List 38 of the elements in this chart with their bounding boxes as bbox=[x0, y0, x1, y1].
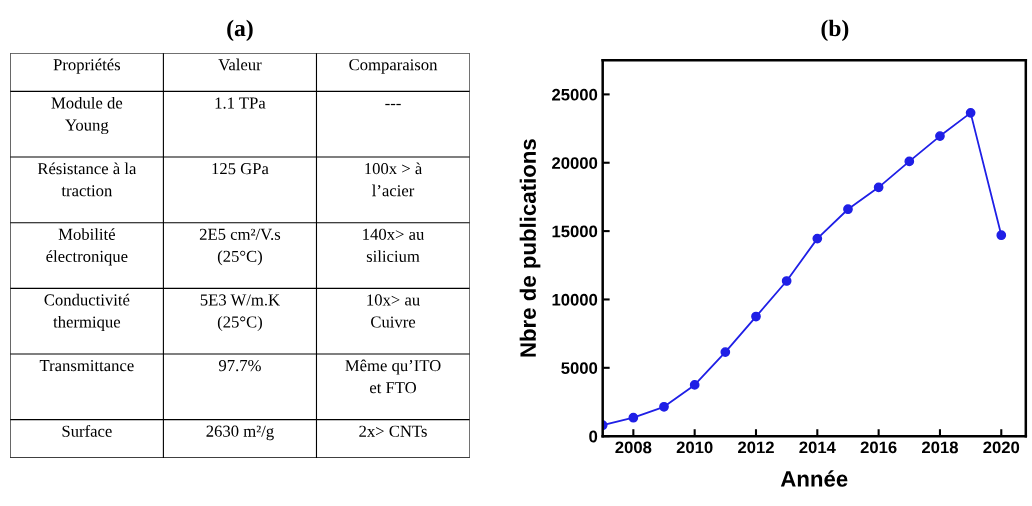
text: 140x> au silicium bbox=[363, 228, 425, 262]
text: 2E5 cm²/V.s (25°C) bbox=[199, 228, 281, 266]
x-tick-label: 2014 bbox=[799, 441, 836, 454]
text: (a) bbox=[227, 19, 253, 42]
category-label: Propriétés bbox=[53, 58, 121, 74]
y-tick-label: 0 bbox=[589, 430, 598, 443]
y-tick-label: 15000 bbox=[552, 225, 598, 238]
y-tick-label: 10000 bbox=[552, 293, 598, 306]
text: Module de Young bbox=[51, 96, 123, 135]
y-axis-title: Nbre de publications bbox=[519, 139, 541, 357]
text: 97.7% bbox=[218, 359, 261, 372]
text: 2630 m²/g bbox=[206, 425, 274, 441]
x-tick-label: 2016 bbox=[860, 441, 897, 454]
text: Transmittance bbox=[39, 359, 134, 372]
x-tick-label: 2010 bbox=[676, 441, 713, 454]
text: 100x > à l’acier bbox=[365, 162, 423, 197]
text: 5E3 W/m.K (25°C) bbox=[200, 294, 280, 331]
text: --- bbox=[385, 103, 401, 106]
text: Surface bbox=[62, 424, 112, 437]
y-tick-label: 25000 bbox=[552, 88, 598, 101]
text: 125 GPa bbox=[212, 163, 269, 175]
x-tick-label: 2020 bbox=[983, 441, 1020, 454]
text: 2x> CNTs bbox=[359, 425, 427, 437]
y-tick-label: 20000 bbox=[552, 157, 598, 169]
x-tick-label: 2018 bbox=[922, 441, 958, 454]
text: Conductivité thermique bbox=[44, 293, 130, 331]
x-tick-label: 2008 bbox=[615, 441, 652, 454]
chart-title: (b) bbox=[821, 19, 849, 42]
text: 10x> au Cuivre bbox=[367, 294, 420, 328]
x-axis-title: Année bbox=[780, 470, 848, 487]
text: 1.1 TPa bbox=[215, 97, 266, 109]
text: Même qu’ITO et FTO bbox=[345, 359, 441, 394]
category-label: Valeur bbox=[218, 58, 262, 71]
category-label: Comparaison bbox=[349, 59, 438, 74]
x-tick-label: 2012 bbox=[738, 441, 774, 454]
text: Mobilité électronique bbox=[46, 228, 128, 266]
text: Résistance à la traction bbox=[37, 162, 137, 197]
y-tick-label: 5000 bbox=[561, 362, 598, 375]
